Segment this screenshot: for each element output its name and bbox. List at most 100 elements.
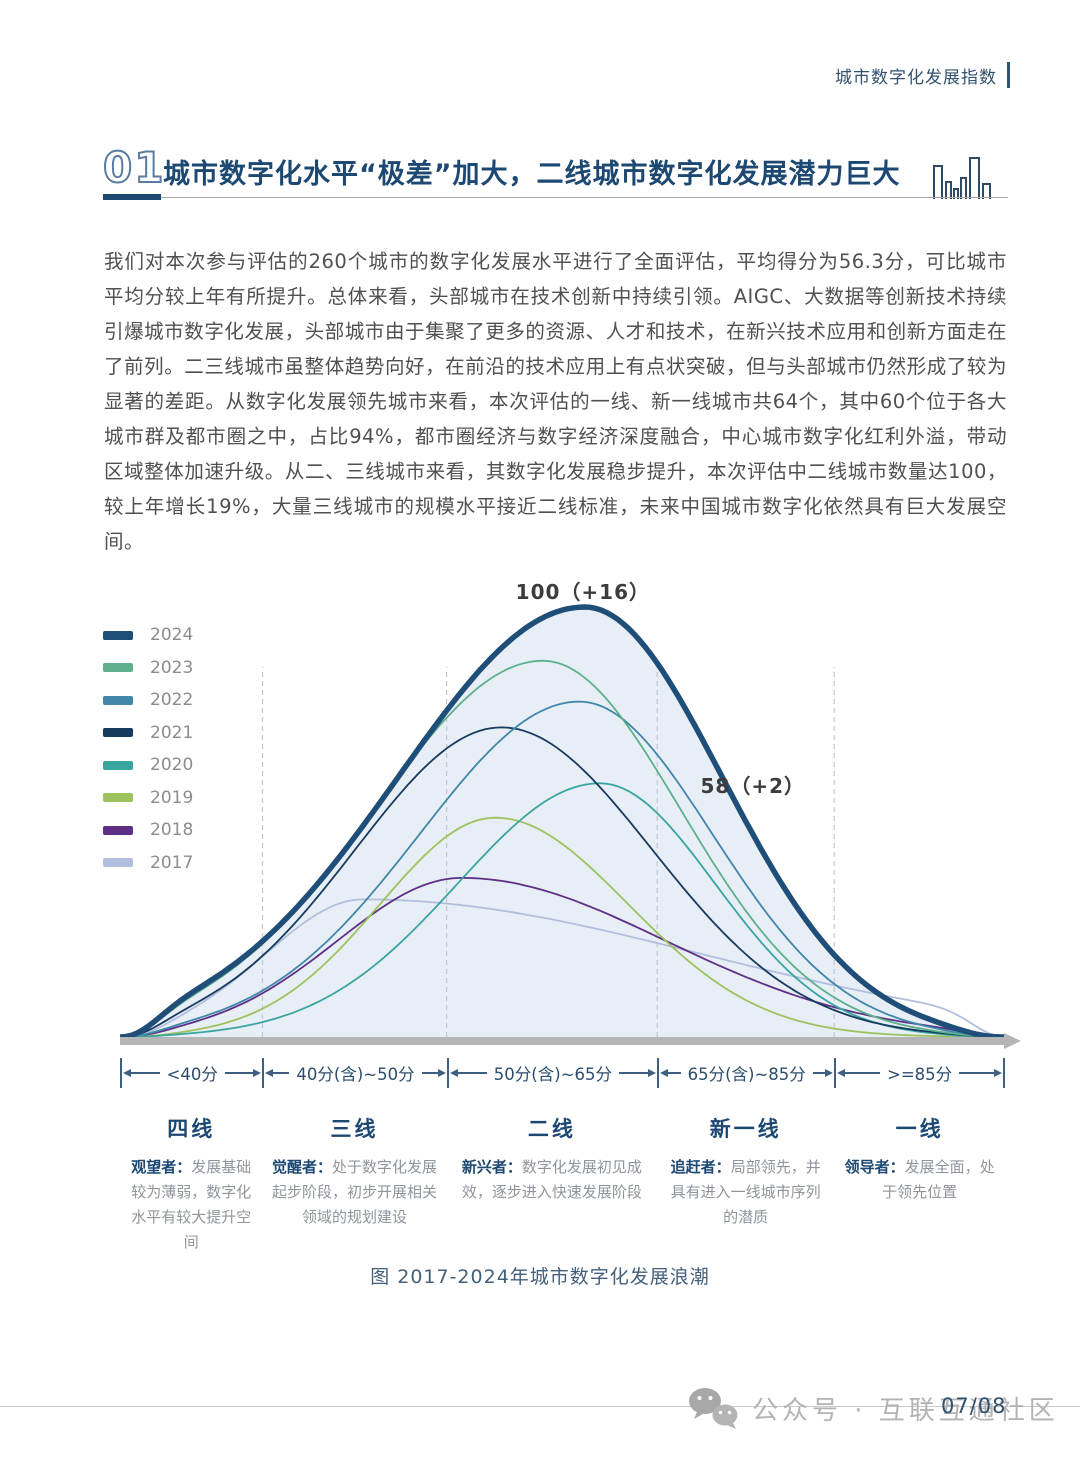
annotation-secondary: 58（+2）: [700, 774, 806, 798]
curve-2022: [120, 700, 1005, 1038]
tier-description-2: 觉醒者：处于数字化发展起步阶段，初步开展相关领域的规划建设: [262, 1155, 446, 1255]
section-title-rule: [103, 193, 1008, 201]
page-header-title: 城市数字化发展指数: [835, 67, 997, 88]
tier-label-4: 新一线: [709, 1117, 782, 1141]
legend-swatch-2018: [103, 825, 133, 835]
tier-role: 觉醒者：: [272, 1158, 333, 1176]
curve-2021: [120, 726, 1005, 1038]
legend-label-2021: 2021: [150, 722, 194, 743]
legend-label-2017: 2017: [150, 852, 194, 873]
tier-description-4: 追赶者：局部领先，并具有进入一线城市序列的潜质: [657, 1155, 834, 1255]
x-axis-baseline: [120, 1033, 1021, 1049]
body-paragraph: 我们对本次参与评估的260个城市的数字化发展水平进行了全面评估，平均得分为56.…: [104, 250, 1007, 553]
axis-segment-2: 40分(含)~50分: [262, 1058, 446, 1088]
watermark: 公众号 · 互联互通社区: [688, 1386, 1059, 1430]
axis-segment-3: 50分(含)~65分: [446, 1058, 658, 1088]
axis-segment-line: [457, 1072, 487, 1074]
legend-label-2023: 2023: [150, 657, 194, 678]
legend-item-2017: 2017: [103, 852, 194, 873]
title-rule-line: [161, 196, 1008, 198]
page-number: 07/08: [941, 1394, 1007, 1418]
page-header: 城市数字化发展指数: [835, 62, 1010, 88]
footer-divider-line: [0, 1406, 1080, 1407]
legend-swatch-2023: [103, 663, 133, 672]
tier-description-1: 观望者：发展基础较为薄弱，数字化水平有较大提升空间: [120, 1155, 262, 1255]
tier-role: 新兴者：: [461, 1158, 522, 1176]
tier-desc-text: 局部领先，并具有进入一线城市序列的潜质: [670, 1158, 821, 1226]
tier-description-3: 新兴者：数字化发展初见成效，逐步进入快速发展阶段: [447, 1155, 658, 1255]
arrow-left-icon: [837, 1069, 846, 1077]
axis-segment-label: 40分(含)~50分: [296, 1065, 415, 1084]
arrow-right-icon: [253, 1069, 262, 1077]
axis-segment-line: [224, 1072, 254, 1074]
development-wave-chart: 2024 2023 2022 2021 2020 2019 2018 2017 100（+16…: [0, 570, 1080, 1270]
arrow-left-icon: [265, 1069, 274, 1077]
annotation-peak-2024: 100（+16）: [515, 580, 651, 604]
legend-swatch-2021: [103, 728, 133, 737]
figure-caption: 图 2017-2024年城市数字化发展浪潮: [370, 1266, 710, 1288]
arrow-right-icon: [825, 1069, 834, 1077]
axis-segment-line: [668, 1072, 681, 1074]
tier-desc-text: 处于数字化发展起步阶段，初步开展相关领域的规划建设: [272, 1158, 438, 1226]
tier-label-5: 一线: [895, 1117, 944, 1141]
axis-segment-4: 65分(含)~85分: [657, 1058, 834, 1088]
axis-segment-line: [273, 1072, 290, 1074]
axis-arrowhead-icon: [1004, 1033, 1021, 1049]
skyline-icon: [933, 157, 991, 199]
axis-segment-label: 50分(含)~65分: [493, 1065, 612, 1084]
arrow-right-icon: [437, 1069, 446, 1077]
tier-label-2: 三线: [330, 1117, 379, 1141]
legend-label-2018: 2018: [150, 820, 194, 840]
axis-segment-1: <40分: [120, 1058, 262, 1088]
area-fill-2024: [120, 607, 1005, 1037]
legend-swatch-2022: [103, 695, 133, 705]
tier-description-5: 领导者：发展全面，处于领先位置: [834, 1155, 1005, 1255]
legend-item-2021: 2021: [103, 722, 194, 743]
curve-2024: [120, 604, 1005, 1039]
tier-desc-text: 发展基础较为薄弱，数字化水平有较大提升空间: [131, 1158, 252, 1251]
legend-label-2020: 2020: [150, 755, 194, 775]
legend-item-2023: 2023: [103, 657, 194, 678]
header-divider-bar: [1007, 62, 1010, 88]
legend-item-2019: 2019: [103, 787, 194, 808]
axis-segment-label: >=85分: [887, 1065, 953, 1084]
axis-segment-line: [845, 1072, 881, 1074]
tier-label-3: 二线: [527, 1117, 576, 1141]
legend-item-2020: 2020: [103, 755, 194, 775]
watermark-text: 公众号 · 互联互通社区: [752, 1395, 1059, 1426]
legend-swatch-2017: [103, 858, 133, 867]
section-number: 01: [102, 143, 166, 192]
curve-2018: [120, 876, 1005, 1038]
arrow-left-icon: [123, 1069, 131, 1077]
legend-label-2022: 2022: [150, 690, 194, 710]
arrow-left-icon: [660, 1069, 669, 1077]
legend-item-2018: 2018: [103, 820, 194, 840]
legend-label-2024: 2024: [150, 625, 194, 645]
arrow-right-icon: [648, 1069, 657, 1077]
legend-label-2019: 2019: [150, 787, 194, 808]
axis-segment-line: [812, 1072, 826, 1074]
legend-swatch-2024: [103, 630, 133, 640]
tier-label-1: 四线: [167, 1117, 216, 1141]
axis-segment-label: <40分: [166, 1065, 218, 1084]
legend-swatch-2019: [103, 793, 133, 802]
city-tier-descriptions: 观望者：发展基础较为薄弱，数字化水平有较大提升空间 觉醒者：处于数字化发展起步阶段…: [120, 1155, 1005, 1255]
city-tier-labels: 四线 三线 二线 新一线 一线: [120, 1113, 1005, 1143]
arrow-right-icon: [994, 1069, 1002, 1077]
axis-segment-line: [421, 1072, 438, 1074]
tier-role: 追赶者：: [670, 1158, 731, 1176]
axis-segment-line: [959, 1072, 994, 1074]
tier-desc-text: 数字化发展初见成效，逐步进入快速发展阶段: [461, 1158, 642, 1201]
chart-plot: [120, 604, 1005, 1039]
chart-legend: 2024 2023 2022 2021 2020 2019 2018 2017: [103, 625, 194, 886]
title-rule-accent: [103, 194, 161, 200]
arrow-left-icon: [449, 1069, 458, 1077]
wechat-icon: [689, 1388, 738, 1429]
x-axis-score-segments: <40分 40分(含)~50分 50分(含)~65分 65分(含)~85分 >=85分: [120, 1058, 1005, 1088]
section-title: 城市数字化水平“极差”加大，二线城市数字化发展潜力巨大: [163, 159, 901, 190]
tier-desc-text: 发展全面，处于领先位置: [882, 1158, 995, 1201]
legend-swatch-2020: [103, 760, 133, 770]
tier-role: 观望者：: [131, 1158, 192, 1176]
legend-item-2024: 2024: [103, 625, 194, 645]
